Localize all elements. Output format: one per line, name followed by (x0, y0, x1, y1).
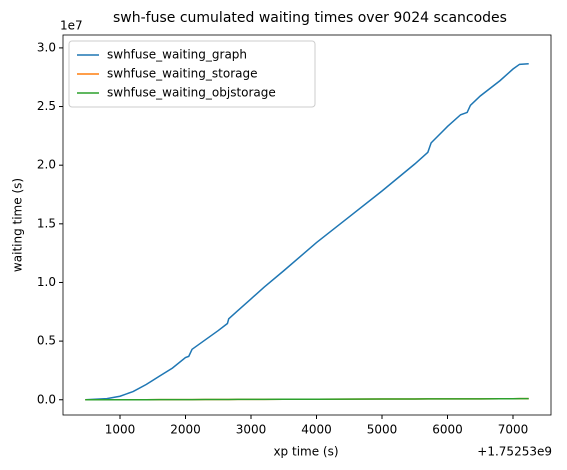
plot-frame (62, 34, 552, 416)
x-tick-label: 3000 (236, 423, 267, 437)
data-line (85, 397, 529, 401)
y-tick-label: 3.0 (37, 40, 56, 54)
legend-label: swhfuse_waiting_storage (107, 67, 258, 81)
y-tick-label: 1.0 (37, 275, 56, 289)
y-tick-label: 2.5 (37, 99, 56, 113)
x-tick-label: 1000 (105, 423, 136, 437)
y-tick-label: 0.0 (37, 392, 56, 406)
legend-label: swhfuse_waiting_objstorage (107, 86, 276, 100)
y-tick-label: 0.5 (37, 334, 56, 348)
x-tick-label: 5000 (367, 423, 398, 437)
x-tick-label: 7000 (498, 423, 529, 437)
legend-label: swhfuse_waiting_graph (107, 48, 247, 62)
chart-title: swh-fuse cumulated waiting times over 90… (113, 10, 507, 26)
x-tick-label: 2000 (170, 423, 201, 437)
y-axis-label: waiting time (s) (11, 178, 25, 272)
data-line (85, 62, 529, 401)
x-tick-label: 6000 (432, 423, 463, 437)
x-tick-label: 4000 (301, 423, 332, 437)
x-offset-text: +1.75253e9 (477, 445, 552, 459)
legend-box (68, 40, 316, 108)
y-tick-label: 2.0 (37, 158, 56, 172)
x-axis-label: xp time (s) (273, 445, 338, 459)
y-tick-label: 1.5 (37, 216, 56, 230)
y-offset-text: 1e7 (60, 19, 83, 33)
